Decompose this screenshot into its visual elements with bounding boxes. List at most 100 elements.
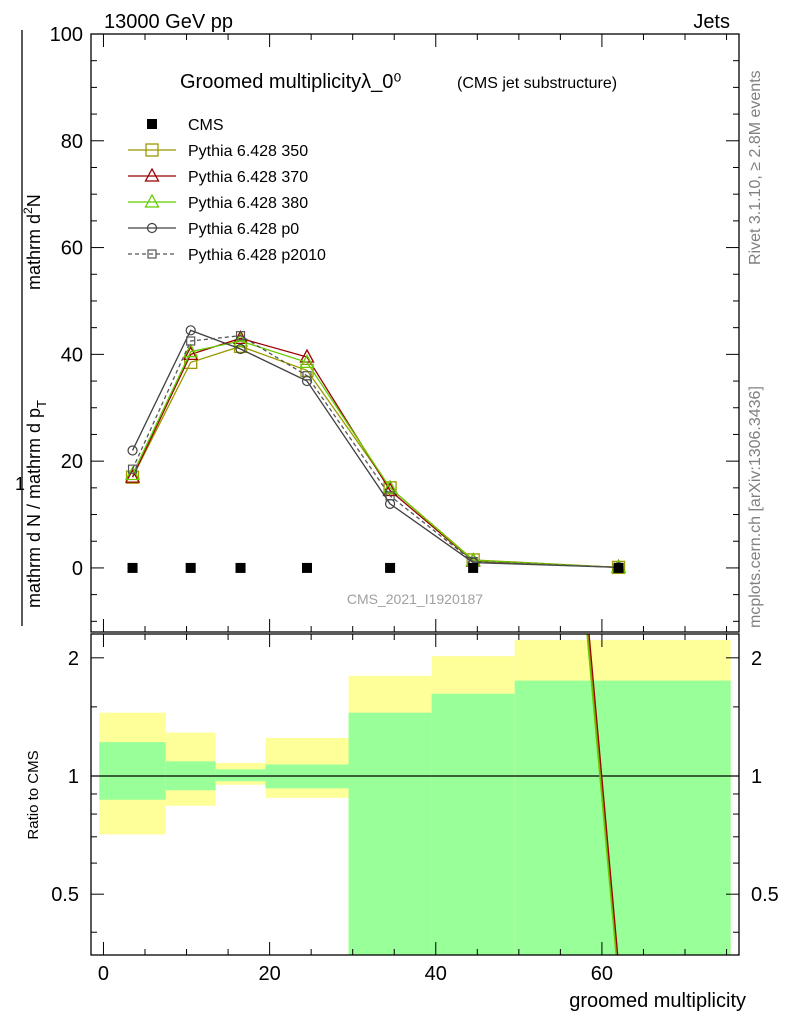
ratio-band-inner xyxy=(514,680,731,955)
data-point xyxy=(235,562,246,573)
data-point xyxy=(382,479,398,494)
ratio-ytick-label-right: 0.5 xyxy=(751,884,779,906)
series-line xyxy=(131,329,619,569)
legend-marker xyxy=(147,249,157,259)
ratio-panel: 0.5 0.5 1 1 2 2 0 20 40 60 Ratio to CMS groomed … xyxy=(25,633,779,1012)
main-ytick-label: 20 xyxy=(61,451,83,473)
legend-marker xyxy=(145,143,159,157)
series-pythia-6-428-380 xyxy=(124,332,627,574)
data-point xyxy=(127,445,138,456)
data-point xyxy=(468,562,479,573)
series-line xyxy=(131,337,619,569)
main-series-group xyxy=(124,325,627,575)
data-point xyxy=(127,464,138,474)
main-ytick-label: 0 xyxy=(72,558,83,580)
legend-item: Pythia 6.428 370 xyxy=(128,167,308,186)
ratio-band-inner xyxy=(431,693,515,955)
data-point xyxy=(385,491,395,501)
data-point xyxy=(299,354,315,369)
chart-subtitle: (CMS jet substructure) xyxy=(457,75,617,92)
main-ytick-label: 60 xyxy=(61,238,83,260)
series-pythia-6-428-p0 xyxy=(127,325,624,573)
ratio-line xyxy=(587,633,618,956)
series-line xyxy=(131,335,619,569)
ylabel-top-sup: 2 xyxy=(21,207,35,214)
main-ylabel: 1 mathrm d N / mathrm d pT mathrm d2N xyxy=(15,30,49,626)
legend-marker xyxy=(144,193,160,208)
ratio-ytick-label: 0.5 xyxy=(51,884,79,906)
legend-item: Pythia 6.428 350 xyxy=(128,143,308,160)
ratio-ytick-label-right: 2 xyxy=(751,648,762,670)
main-ytick-label: 100 xyxy=(50,24,83,46)
data-point xyxy=(186,336,196,346)
ylabel-denominator: mathrm d N / mathrm d pT xyxy=(24,400,49,608)
xlabel: groomed multiplicity xyxy=(569,990,746,1012)
series-line xyxy=(131,345,619,569)
series-cms xyxy=(127,562,624,573)
series-line xyxy=(131,340,619,569)
rivet-version-label: Rivet 3.1.10, ≥ 2.8M events xyxy=(747,70,764,265)
legend-marker xyxy=(146,222,158,234)
mcplots-label: mcplots.cern.ch [arXiv:1306.3436] xyxy=(747,386,764,628)
series-pythia-6-428-p2010 xyxy=(127,331,624,572)
data-point xyxy=(235,343,246,355)
legend-label: Pythia 6.428 380 xyxy=(188,195,308,212)
xtick-labels: 0 20 40 60 xyxy=(98,963,613,985)
xtick-label: 0 xyxy=(98,963,109,985)
ylabel-top-part2: N xyxy=(24,194,44,207)
ratio-ytick-label: 1 xyxy=(68,766,79,788)
main-panel: 0 20 40 60 80 100 Groomed multiplicityλ_0⁰ (C… xyxy=(15,24,740,633)
ylabel-top-numerator: mathrm d2N xyxy=(21,194,44,290)
legend-marker xyxy=(144,167,160,182)
ratio-bands xyxy=(99,640,731,955)
data-point xyxy=(127,562,138,573)
legend: CMS Pythia 6.428 350 Pythia 6.428 370 Pythi… xyxy=(128,117,326,264)
data-point xyxy=(232,329,249,344)
main-axis-ticks xyxy=(91,33,739,632)
legend-label: Pythia 6.428 350 xyxy=(188,143,308,160)
ratio-ylabel: Ratio to CMS xyxy=(25,750,42,839)
data-point xyxy=(185,325,196,336)
ratio-line xyxy=(586,633,617,956)
legend-marker xyxy=(147,119,157,129)
ratio-series-lines xyxy=(586,633,619,956)
data-point xyxy=(235,331,246,341)
xtick-label: 40 xyxy=(425,963,447,985)
legend-item: Pythia 6.428 p2010 xyxy=(128,247,326,264)
ratio-band-inner xyxy=(99,742,166,800)
ratio-band-inner xyxy=(348,712,432,955)
series-pythia-6-428-350 xyxy=(125,339,626,575)
legend-item: CMS xyxy=(147,117,224,134)
data-point xyxy=(302,371,312,381)
data-point xyxy=(385,562,396,573)
legend-label: Pythia 6.428 p2010 xyxy=(188,247,326,264)
main-frame xyxy=(90,33,740,633)
legend-label: CMS xyxy=(188,117,224,134)
xtick-label: 20 xyxy=(258,963,280,985)
ratio-line xyxy=(588,633,619,956)
data-point xyxy=(302,562,312,573)
legend-label: Pythia 6.428 370 xyxy=(188,169,308,186)
chart-title: Groomed multiplicityλ_0⁰ xyxy=(180,71,401,93)
ratio-axis-ticks xyxy=(91,634,739,955)
legend-label: Pythia 6.428 p0 xyxy=(188,221,299,238)
data-point xyxy=(183,345,199,361)
main-ytick-label: 40 xyxy=(61,344,83,366)
ylabel-denominator-main: mathrm d N / mathrm d p xyxy=(24,408,44,608)
ratio-ytick-label: 2 xyxy=(68,648,79,670)
legend-item: Pythia 6.428 380 xyxy=(128,193,308,212)
data-point xyxy=(183,343,199,358)
data-point xyxy=(124,468,141,483)
analysis-watermark: CMS_2021_I1920187 xyxy=(347,591,483,607)
xtick-label: 60 xyxy=(591,963,613,985)
ratio-band-inner xyxy=(215,769,266,782)
ylabel-denominator-sub: T xyxy=(34,400,49,408)
main-ytick-label: 80 xyxy=(61,131,83,153)
ratio-ytick-labels: 0.5 0.5 1 1 2 2 xyxy=(51,648,779,906)
header-energy-label: 13000 GeV pp xyxy=(104,11,233,33)
main-ytick-labels: 0 20 40 60 80 100 xyxy=(50,24,83,580)
legend-item: Pythia 6.428 p0 xyxy=(128,221,299,238)
ratio-ytick-label-right: 1 xyxy=(751,766,762,788)
ylabel-numerator: 1 xyxy=(15,474,25,494)
